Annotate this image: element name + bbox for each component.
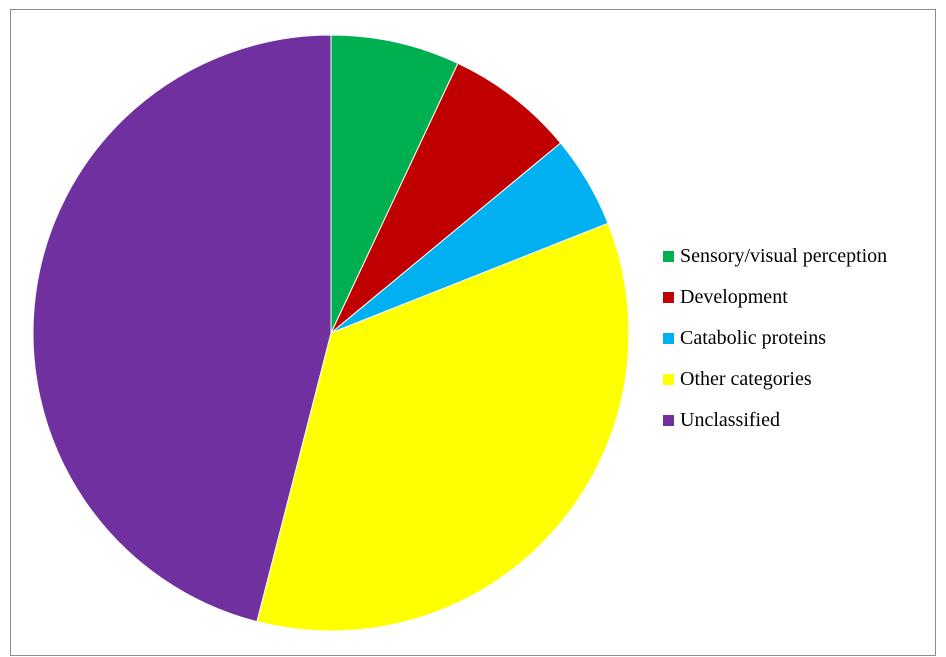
legend-swatch — [663, 333, 674, 344]
pie-slice-other-categories — [256, 222, 630, 632]
legend-swatch — [663, 374, 674, 385]
legend-swatch — [663, 415, 674, 426]
legend-item: Unclassified — [663, 400, 887, 441]
legend-swatch — [663, 292, 674, 303]
legend-label: Development — [680, 286, 788, 308]
legend-label: Catabolic proteins — [680, 327, 827, 349]
pie-slice-development — [330, 62, 562, 334]
legend-swatch — [663, 251, 674, 262]
legend-label: Sensory/visual perception — [680, 245, 888, 267]
legend-label: Unclassified — [680, 409, 780, 431]
legend-item: Sensory/visual perception — [663, 236, 887, 277]
pie-chart — [32, 34, 630, 632]
pie-slice-sensory-visual-perception — [330, 34, 459, 334]
legend-item: Catabolic proteins — [663, 318, 887, 359]
legend-label: Other categories — [680, 368, 812, 390]
chart-area — [10, 9, 936, 656]
legend-item: Other categories — [663, 359, 887, 400]
pie-slice-unclassified — [32, 34, 332, 623]
legend-item: Development — [663, 277, 887, 318]
legend: Sensory/visual perception Development Cata… — [663, 236, 887, 441]
